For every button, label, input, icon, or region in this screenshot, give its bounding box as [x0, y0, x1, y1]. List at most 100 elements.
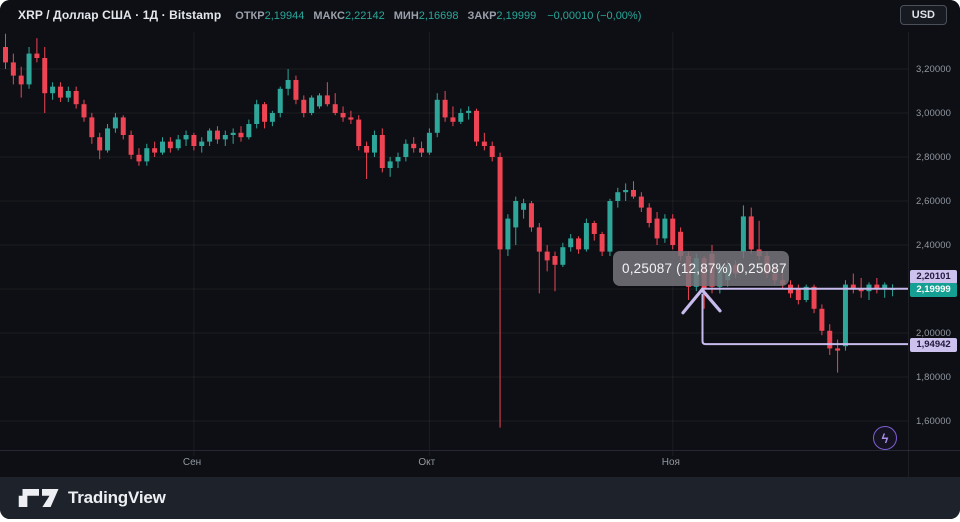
candle-body — [403, 143, 409, 157]
candle-body — [152, 148, 158, 153]
candle-body — [191, 135, 197, 146]
candle-body — [560, 247, 566, 265]
candle-body — [199, 141, 205, 146]
candle-body — [434, 99, 440, 133]
candle-body — [678, 231, 684, 256]
price-tick-label: 3,20000 — [916, 63, 952, 75]
candle-body — [481, 141, 487, 146]
candle-body — [57, 86, 63, 98]
candle-body — [81, 104, 87, 118]
symbol-title[interactable]: XRP / Доллар США · 1Д · Bitstamp — [18, 8, 222, 22]
tradingview-logo-text: TradingView — [68, 488, 166, 507]
price-axis[interactable]: 2,20101 2,19999 1,94942 3,20000 3,00000 2,… — [908, 30, 960, 477]
candle-body — [3, 47, 8, 63]
candle-body — [112, 117, 118, 129]
candle-body — [583, 223, 589, 250]
candle-body — [269, 113, 275, 122]
lightning-icon[interactable]: ϟ — [873, 426, 897, 450]
candle-body — [207, 130, 213, 142]
candle-body — [364, 146, 370, 153]
candle-body — [450, 117, 456, 122]
chart-header: XRP / Доллар США · 1Д · Bitstamp ОТКР2,1… — [0, 0, 960, 30]
candle-body — [65, 91, 71, 98]
candle-body — [160, 141, 165, 153]
candle-body — [536, 227, 542, 252]
candle-body — [175, 139, 181, 149]
candle-body — [528, 203, 534, 228]
candle-body — [513, 201, 519, 228]
symbol-row: XRP / Доллар США · 1Д · Bitstamp ОТКР2,1… — [18, 8, 641, 22]
candle-body — [18, 75, 24, 85]
time-axis[interactable]: Сен Окт Ноя — [0, 450, 908, 478]
chart-canvas[interactable] — [0, 0, 960, 478]
candle-body — [426, 132, 432, 153]
candle-body — [827, 330, 833, 349]
candle-body — [858, 289, 864, 292]
lightning-glyph: ϟ — [881, 430, 889, 446]
candle-body — [246, 124, 252, 138]
candle-body — [748, 216, 754, 250]
currency-toggle-button[interactable]: USD — [899, 5, 947, 25]
month-label: Сен — [182, 457, 202, 468]
candle-body — [183, 135, 189, 140]
candle-body — [42, 58, 48, 94]
candle-body — [842, 284, 848, 347]
candle-body — [34, 53, 40, 58]
price-tick-label: 2,80000 — [916, 151, 952, 163]
candle-body — [442, 99, 448, 118]
candle-body — [474, 110, 479, 142]
tradingview-logo[interactable]: TradingView — [18, 487, 166, 509]
candle-body — [379, 135, 385, 168]
candle-body — [285, 80, 291, 89]
candle-body — [120, 117, 126, 135]
candle-body — [795, 289, 801, 300]
price-tick-label: 3,00000 — [916, 107, 952, 119]
candle-body — [97, 137, 103, 151]
candle-body — [591, 223, 597, 234]
ohlc-field: ОТКР2,19944 — [235, 10, 305, 22]
candle-body — [136, 154, 142, 162]
candle-body — [348, 117, 354, 120]
price-range-tool-label[interactable]: 0,25087 (12,87%) 0,25087 — [613, 251, 789, 286]
candle-body — [387, 161, 393, 168]
candle-body — [277, 88, 283, 113]
candle-body — [26, 53, 32, 85]
ohlc-values: ОТКР2,19944 МАКС2,22142 МИН2,16698 ЗАКР2,19… — [235, 10, 545, 22]
month-label: Окт — [418, 457, 436, 468]
candle-body — [835, 348, 841, 351]
candle-body — [638, 196, 644, 208]
candle-body — [615, 192, 621, 201]
candle-body — [10, 62, 16, 76]
candle-body — [497, 157, 503, 250]
candle-body — [324, 95, 330, 105]
candle-body — [254, 104, 260, 124]
candle-body — [419, 148, 425, 153]
footer-bar: TradingView — [0, 477, 960, 519]
ohlc-field: МИН2,16698 — [393, 10, 459, 22]
candle-body — [238, 132, 244, 138]
candle-body — [654, 218, 660, 239]
candle-body — [552, 256, 558, 265]
price-tick-label: 1,60000 — [916, 415, 952, 427]
candle-body — [803, 286, 809, 300]
candle-body — [50, 86, 56, 94]
candle-body — [521, 203, 527, 210]
drawing-price-badge-top: 2,20101 — [910, 269, 957, 284]
candle-body — [623, 190, 629, 193]
candle-body — [811, 286, 817, 309]
candle-body — [214, 130, 220, 140]
last-price-badge: 2,19999 — [910, 282, 957, 297]
candle-body — [544, 251, 550, 261]
candle-body — [309, 97, 315, 113]
candle-body — [576, 238, 582, 250]
candle-body — [882, 284, 888, 289]
price-tick-label: 1,80000 — [916, 371, 952, 383]
candle-body — [340, 113, 346, 118]
candle-body — [670, 218, 676, 245]
tradingview-logo-icon — [18, 489, 59, 507]
candle-body — [73, 91, 79, 105]
candle-body — [395, 157, 401, 162]
candle-body — [167, 141, 173, 149]
candle-body — [89, 117, 95, 138]
range-arrow-up-icon — [681, 287, 722, 315]
